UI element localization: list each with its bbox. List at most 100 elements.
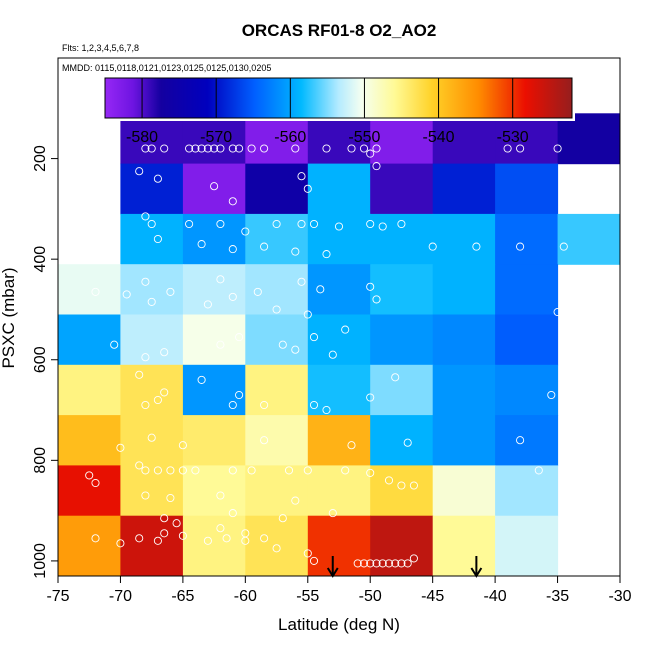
observation-point bbox=[216, 340, 225, 349]
observation-point bbox=[347, 144, 356, 153]
y-tick-label: 200 bbox=[32, 145, 49, 172]
observation-point bbox=[322, 405, 331, 415]
observation-point bbox=[553, 307, 562, 317]
observation-point bbox=[291, 345, 300, 354]
heatmap-cell bbox=[307, 515, 371, 576]
heatmap-cell bbox=[120, 213, 184, 265]
colorbar: -580 -570 -560 -550 -540 -530 bbox=[102, 75, 575, 146]
observation-point bbox=[178, 441, 187, 450]
observation-point bbox=[260, 400, 269, 410]
observation-point bbox=[147, 433, 156, 442]
observation-point bbox=[391, 373, 400, 382]
observation-point bbox=[303, 466, 312, 475]
observation-point bbox=[153, 536, 162, 545]
observation-point bbox=[366, 219, 375, 229]
heatmap-cell bbox=[557, 213, 620, 265]
colorbar-tick-label: -550 bbox=[348, 129, 380, 146]
heatmap-cell bbox=[182, 113, 246, 165]
heatmap-cell bbox=[495, 415, 559, 466]
y-tick-label: 600 bbox=[32, 346, 49, 373]
heatmap-cell bbox=[182, 264, 246, 316]
observation-point bbox=[272, 544, 281, 553]
heatmap-cell bbox=[182, 213, 246, 265]
heatmap-cell bbox=[370, 213, 434, 265]
observation-point bbox=[228, 144, 237, 153]
observation-point bbox=[428, 242, 437, 251]
observation-point bbox=[141, 144, 150, 153]
observation-point bbox=[303, 310, 312, 319]
heatmap-cell bbox=[432, 415, 496, 466]
x-tick-label: -30 bbox=[608, 588, 631, 605]
observation-point bbox=[297, 219, 306, 229]
observation-point bbox=[397, 481, 406, 490]
observation-point bbox=[197, 375, 206, 384]
x-tick-label: -40 bbox=[484, 588, 507, 605]
heatmap-cell bbox=[245, 465, 309, 517]
observation-point bbox=[166, 466, 175, 475]
observation-point bbox=[241, 529, 250, 538]
observation-point bbox=[391, 559, 400, 568]
heatmap-cell bbox=[245, 364, 309, 416]
heatmap-cell bbox=[245, 264, 309, 316]
heatmap-cells bbox=[58, 113, 620, 576]
observation-point bbox=[135, 534, 144, 543]
observation-point bbox=[178, 466, 187, 475]
heatmap-cell bbox=[120, 163, 184, 215]
observation-point bbox=[153, 395, 162, 405]
observation-point bbox=[297, 172, 306, 181]
observation-point bbox=[278, 514, 287, 523]
observation-point bbox=[272, 219, 281, 229]
observation-point bbox=[91, 287, 100, 296]
heatmap-cell bbox=[495, 213, 559, 265]
heatmap-cell bbox=[120, 314, 184, 366]
observation-point bbox=[303, 549, 312, 558]
observation-point bbox=[160, 529, 169, 538]
observation-point bbox=[284, 466, 294, 475]
observation-point bbox=[197, 240, 206, 249]
x-tick-label: -35 bbox=[546, 588, 569, 605]
observation-point bbox=[291, 496, 300, 505]
observation-point bbox=[153, 234, 162, 244]
heatmap-cell bbox=[58, 264, 121, 316]
x-tick-label: -65 bbox=[171, 588, 194, 605]
observation-point bbox=[228, 509, 237, 518]
heatmap-cell bbox=[370, 264, 434, 316]
observation-point bbox=[228, 400, 237, 410]
observation-point bbox=[353, 559, 362, 568]
heatmap-cell bbox=[307, 415, 371, 466]
heatmap-cell bbox=[120, 364, 184, 416]
observation-point bbox=[472, 242, 481, 251]
heatmap-cell bbox=[370, 163, 434, 215]
observation-point bbox=[135, 370, 144, 379]
observation-point bbox=[216, 491, 225, 500]
observation-point bbox=[409, 554, 418, 563]
heatmap-cell bbox=[120, 415, 184, 466]
observation-point bbox=[203, 300, 212, 309]
observation-point bbox=[141, 491, 150, 500]
plot-frame bbox=[57, 57, 621, 577]
heatmap-cell bbox=[120, 515, 184, 576]
heatmap-cell bbox=[432, 163, 496, 215]
x-axis-label: Latitude (deg N) bbox=[278, 615, 400, 634]
observation-point bbox=[347, 441, 356, 450]
observation-point bbox=[153, 466, 162, 475]
observation-point bbox=[372, 162, 381, 171]
observation-point bbox=[341, 325, 350, 334]
observation-point bbox=[191, 144, 200, 153]
heatmap-cell bbox=[432, 364, 496, 416]
heatmap-cell bbox=[307, 163, 371, 215]
heatmap-cell bbox=[58, 314, 121, 366]
observation-point bbox=[516, 242, 525, 251]
heatmap-cell bbox=[245, 415, 309, 466]
observation-point bbox=[260, 534, 269, 543]
heatmap-cell bbox=[120, 264, 184, 316]
observation-point bbox=[403, 438, 412, 447]
observation-point bbox=[378, 559, 387, 568]
observation-point bbox=[222, 534, 231, 543]
observation-point bbox=[397, 559, 406, 568]
observation-point bbox=[260, 436, 269, 445]
heatmap-cell bbox=[182, 163, 246, 215]
observation-point bbox=[147, 144, 156, 153]
observation-point bbox=[116, 539, 125, 548]
observation-point bbox=[228, 245, 237, 254]
